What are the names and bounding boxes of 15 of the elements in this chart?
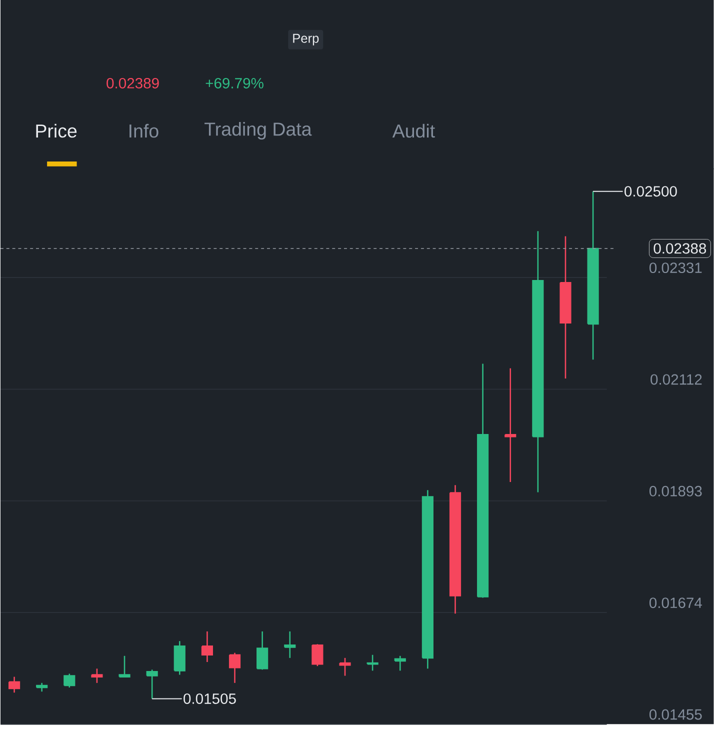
y-tick-label: 0.01893	[650, 486, 702, 496]
y-tick-label: 0.01674	[650, 598, 702, 608]
ref-line-label: 0.02388	[654, 243, 706, 254]
text: Audit	[392, 124, 436, 138]
text: 0.02389	[106, 78, 159, 88]
text: Info	[130, 124, 158, 138]
text: Trading Data	[204, 122, 312, 140]
text: 0.02500	[624, 186, 677, 197]
annotation: 0.01505	[184, 693, 236, 704]
text: Price	[36, 124, 77, 138]
y-tick-label: 0.02331	[650, 262, 702, 274]
y-tick-label: 0.01455	[650, 709, 702, 720]
text: +69.79%	[206, 78, 264, 88]
text: Perp	[293, 34, 319, 46]
y-tick-label: 0.02112	[650, 374, 702, 385]
